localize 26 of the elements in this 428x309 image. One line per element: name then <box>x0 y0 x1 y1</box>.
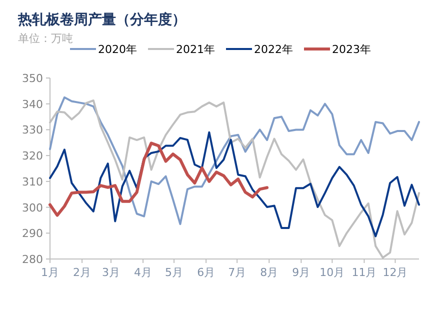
x-tick-label: 7月 <box>228 266 246 279</box>
y-tick-label: 280 <box>22 253 43 266</box>
y-tick-label: 350 <box>22 72 43 85</box>
legend-label: 2022年 <box>254 43 293 56</box>
x-tick-label: 1月 <box>41 266 59 279</box>
x-tick-label: 12月 <box>382 266 408 279</box>
x-tick-label: 3月 <box>102 266 120 279</box>
legend-label: 2021年 <box>176 43 215 56</box>
x-tick-label: 8月 <box>260 266 278 279</box>
chart-title: 热轧板卷周产量（分年度） <box>17 11 186 28</box>
y-tick-label: 300 <box>22 201 43 214</box>
y-tick-label: 320 <box>22 150 43 163</box>
x-tick-label: 4月 <box>134 266 152 279</box>
legend-label: 2020年 <box>98 43 137 56</box>
y-tick-label: 330 <box>22 124 43 137</box>
legend-label: 2023年 <box>332 43 371 56</box>
x-tick-label: 6月 <box>197 266 216 279</box>
x-tick-label: 11月 <box>352 266 377 279</box>
y-tick-label: 290 <box>22 227 43 240</box>
x-tick-label: 5月 <box>165 266 184 279</box>
chart-subtitle: 单位：万吨 <box>18 32 73 45</box>
x-tick-label: 9月 <box>292 266 310 279</box>
y-tick-label: 310 <box>22 175 43 188</box>
x-tick-label: 2月 <box>73 266 92 279</box>
x-tick-label: 10月 <box>320 266 345 279</box>
y-tick-label: 340 <box>22 98 43 111</box>
